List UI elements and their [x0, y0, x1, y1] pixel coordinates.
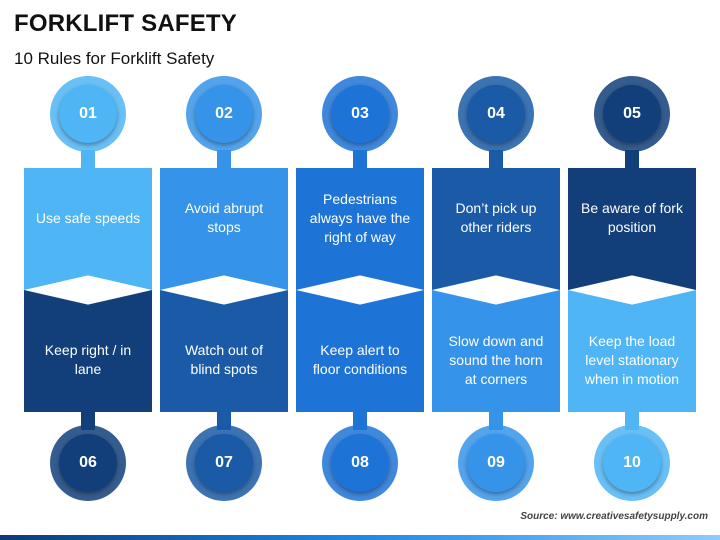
top-connector — [489, 150, 503, 170]
bottom-number-badge: 10 — [603, 434, 661, 492]
top-number-badge: 02 — [195, 85, 253, 143]
rule-column-4: 04 Don’t pick up other riders Slow down … — [432, 0, 560, 540]
top-connector — [625, 150, 639, 170]
bottom-number-badge: 06 — [59, 434, 117, 492]
bottom-accent-bar — [0, 535, 720, 540]
rule-card-top: Be aware of fork position — [568, 168, 696, 290]
rule-column-1: 01 Use safe speeds Keep right / in lane … — [24, 0, 152, 540]
rule-card-bottom: Keep right / in lane — [24, 290, 152, 412]
top-number-badge: 03 — [331, 85, 389, 143]
rule-card-top: Use safe speeds — [24, 168, 152, 290]
top-number-badge: 01 — [59, 85, 117, 143]
rule-card-top: Pedestrians always have the right of way — [296, 168, 424, 290]
top-connector — [81, 150, 95, 170]
rule-column-5: 05 Be aware of fork position Keep the lo… — [568, 0, 696, 540]
source-credit: Source: www.creativesafetysupply.com — [520, 511, 708, 522]
top-connector — [217, 150, 231, 170]
page-subtitle: 10 Rules for Forklift Safety — [14, 49, 215, 68]
rule-card-bottom: Slow down and sound the horn at corners — [432, 290, 560, 412]
rule-column-3: 03 Pedestrians always have the right of … — [296, 0, 424, 540]
page-title: FORKLIFT SAFETY — [14, 10, 237, 37]
rule-column-2: 02 Avoid abrupt stops Watch out of blind… — [160, 0, 288, 540]
rule-card-top: Avoid abrupt stops — [160, 168, 288, 290]
rule-card-bottom: Keep the load level stationary when in m… — [568, 290, 696, 412]
bottom-number-badge: 09 — [467, 434, 525, 492]
bottom-number-badge: 07 — [195, 434, 253, 492]
bottom-number-badge: 08 — [331, 434, 389, 492]
top-number-badge: 05 — [603, 85, 661, 143]
rule-card-bottom: Watch out of blind spots — [160, 290, 288, 412]
rule-card-bottom: Keep alert to floor conditions — [296, 290, 424, 412]
rule-card-top: Don’t pick up other riders — [432, 168, 560, 290]
top-number-badge: 04 — [467, 85, 525, 143]
top-connector — [353, 150, 367, 170]
